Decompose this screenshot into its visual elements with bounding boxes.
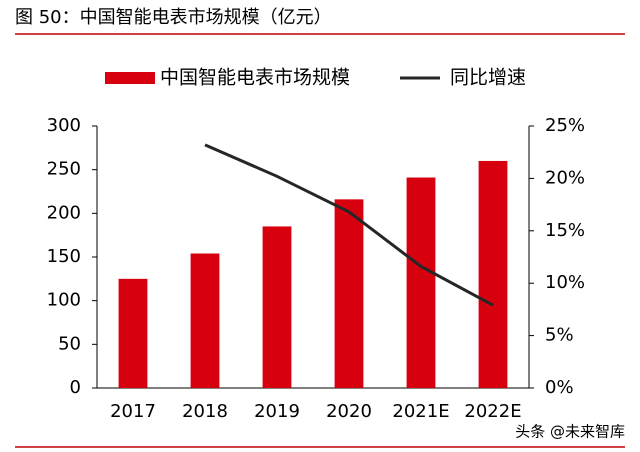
x-tick-label: 2019 [254,401,300,422]
x-tick-label: 2020 [326,401,372,422]
bar [190,253,220,388]
line [204,143,494,307]
x-tick-label: 2022E [464,401,521,422]
x-tick-label: 2018 [182,401,228,422]
y2-tick-label: 10% [545,272,585,293]
bar [334,199,364,388]
bar [478,160,508,388]
legend-label: 同比增速 [450,67,526,89]
watermark: 头条 @未来智库 [515,423,625,441]
x-tick-label: 2021E [392,401,449,422]
y-tick-label: 300 [47,115,81,136]
y-tick-label: 250 [47,159,81,180]
y-tick-label: 150 [47,246,81,267]
x-tick-label: 2017 [110,401,156,422]
y2-tick-label: 0% [545,377,574,398]
y-tick-label: 50 [58,333,81,354]
legend-label: 中国智能电表市场规模 [160,67,350,89]
y2-tick-label: 25% [545,115,585,136]
y2-tick-label: 5% [545,325,574,346]
y2-tick-label: 15% [545,220,585,241]
y2-tick-label: 20% [545,167,585,188]
bar [118,278,148,388]
y-tick-label: 0 [70,377,81,398]
y-tick-label: 200 [47,202,81,223]
y-tick-label: 100 [47,290,81,311]
bar [406,177,436,388]
bar [262,226,292,388]
legend-swatch [105,72,155,84]
chart-title: 图 50：中国智能电表市场规模（亿元） [15,7,332,28]
